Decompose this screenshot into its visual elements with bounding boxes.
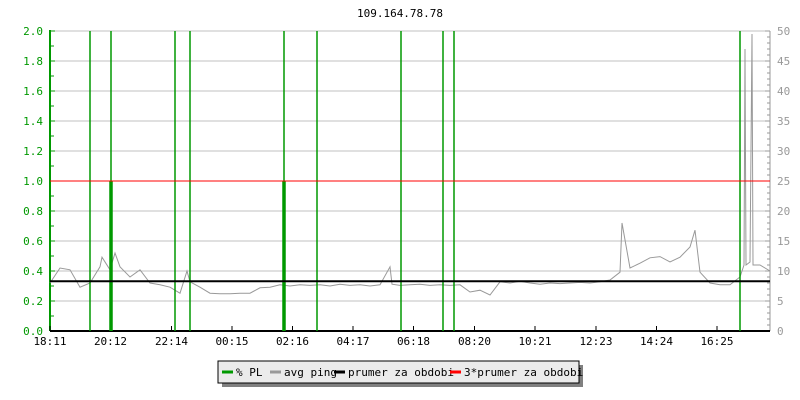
left-tick-label: 0.8 bbox=[23, 205, 43, 218]
left-tick-label: 1.8 bbox=[23, 55, 43, 68]
packet-loss-bar bbox=[282, 181, 284, 331]
x-tick-label: 14:24 bbox=[640, 335, 673, 348]
x-tick-label: 16:25 bbox=[700, 335, 733, 348]
x-tick-label: 02:16 bbox=[276, 335, 309, 348]
legend-box bbox=[217, 360, 580, 384]
left-tick-label: 1.2 bbox=[23, 145, 43, 158]
x-tick-label: 20:12 bbox=[94, 335, 127, 348]
left-tick-label: 2.0 bbox=[23, 25, 43, 38]
x-tick-label: 08:20 bbox=[458, 335, 491, 348]
left-tick-label: 1.6 bbox=[23, 85, 43, 98]
x-tick-label: 18:11 bbox=[33, 335, 66, 348]
legend: % PL avg ping prumer za obdobi 3*prumer … bbox=[217, 360, 583, 387]
right-tick-label: 20 bbox=[777, 205, 790, 218]
grid bbox=[50, 30, 770, 302]
x-tick-label: 10:21 bbox=[518, 335, 551, 348]
right-tick-label: 5 bbox=[777, 295, 784, 308]
right-tick-label: 10 bbox=[777, 265, 790, 278]
right-tick-label: 15 bbox=[777, 235, 790, 248]
x-tick-label: 06:18 bbox=[397, 335, 430, 348]
legend-label-3x-prumer: 3*prumer za obdobi bbox=[464, 366, 583, 379]
legend-label-avg-ping: avg ping bbox=[284, 366, 337, 379]
right-tick-label: 25 bbox=[777, 175, 790, 188]
left-tick-label: 0.0 bbox=[23, 325, 43, 338]
left-tick-label: 0.2 bbox=[23, 295, 43, 308]
left-tick-label: 1.4 bbox=[23, 115, 43, 128]
left-tick-label: 0.4 bbox=[23, 265, 43, 278]
x-axis: 18:11 20:12 22:14 00:15 02:16 04:17 06:18 08:20… bbox=[33, 326, 770, 348]
left-tick-label: 1.0 bbox=[23, 175, 43, 188]
right-tick-label: 40 bbox=[777, 85, 790, 98]
x-tick-label: 00:15 bbox=[215, 335, 248, 348]
left-axis: 0.0 0.2 0.4 0.6 0.8 1.0 1.2 1.4 1.6 1.8 2.0 bbox=[23, 25, 55, 338]
legend-label-pl: % PL bbox=[236, 366, 263, 379]
right-tick-label: 45 bbox=[777, 55, 790, 68]
packet-loss-bar bbox=[111, 181, 113, 331]
packet-loss-bar bbox=[284, 181, 286, 331]
legend-label-prumer: prumer za obdobi bbox=[348, 366, 454, 379]
avg-ping-line bbox=[49, 33, 771, 296]
plot-area bbox=[49, 31, 771, 331]
x-tick-label: 12:23 bbox=[579, 335, 612, 348]
left-tick-label: 0.6 bbox=[23, 235, 43, 248]
x-tick-label: 22:14 bbox=[155, 335, 188, 348]
right-tick-label: 35 bbox=[777, 115, 790, 128]
x-tick-label: 04:17 bbox=[336, 335, 369, 348]
right-tick-label: 50 bbox=[777, 25, 790, 38]
packet-loss-bar bbox=[109, 181, 111, 331]
chart-title: 109.164.78.78 bbox=[357, 7, 443, 20]
right-tick-label: 0 bbox=[777, 325, 784, 338]
right-tick-label: 30 bbox=[777, 145, 790, 158]
